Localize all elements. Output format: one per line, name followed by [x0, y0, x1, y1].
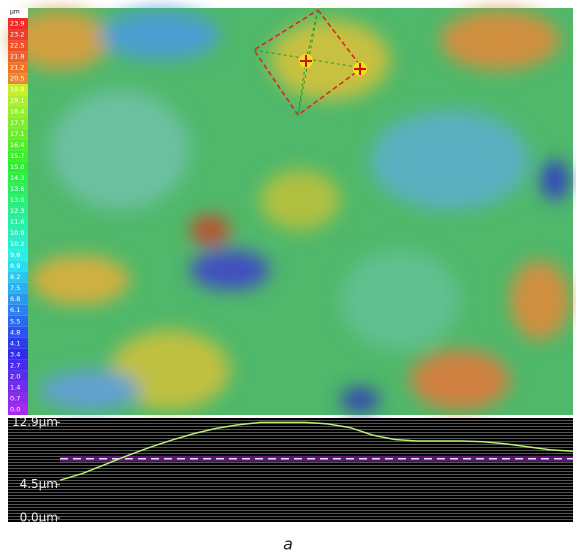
y-tick-label: 4.5µm	[20, 477, 58, 491]
colorbar-label: 20.5	[10, 75, 24, 83]
colorbar-label: 21.8	[10, 53, 24, 61]
colorbar-label: 22.5	[10, 42, 24, 50]
colorbar-label: 4.1	[10, 339, 20, 347]
colorbar-label: 1.4	[10, 383, 20, 391]
colorbar-label: 2.0	[10, 372, 20, 380]
colorbar-label: 19.8	[10, 86, 24, 94]
height-map	[8, 8, 573, 415]
y-tick-label: 0.0µm	[20, 511, 58, 525]
colorbar-label: 5.5	[10, 317, 20, 325]
colorbar-label: 13.0	[10, 196, 24, 204]
y-tick-label: 12.9µm	[12, 415, 58, 429]
colorbar: µm 23.9 23.2 22.5 21.8 21.2 20.5 19.8 19.1 18.4 1…	[8, 8, 28, 415]
colorbar-label: 17.7	[10, 119, 24, 127]
colorbar-label: 0.0	[10, 405, 20, 413]
colorbar-label: 15.7	[10, 152, 24, 160]
colorbar-label: 11.6	[10, 218, 24, 226]
colorbar-label: 9.6	[10, 251, 20, 259]
colorbar-label: 2.7	[10, 361, 20, 369]
colorbar-label: 6.8	[10, 295, 20, 303]
colorbar-label: 18.4	[10, 108, 24, 116]
colorbar-label: 4.8	[10, 328, 20, 336]
colorbar-label: 23.9	[10, 20, 24, 28]
colorbar-label: 3.4	[10, 350, 20, 358]
colorbar-label: 0.7	[10, 394, 20, 402]
colorbar-unit: µm	[10, 9, 20, 16]
colorbar-label: 7.5	[10, 284, 20, 292]
colorbar-label: 6.1	[10, 306, 20, 314]
colorbar-label: 10.2	[10, 240, 24, 248]
caption: a	[283, 535, 293, 554]
colorbar-label: 19.1	[10, 97, 24, 105]
colorbar-label: 8.2	[10, 273, 20, 281]
colorbar-label: 17.1	[10, 130, 24, 138]
colorbar-label: 16.4	[10, 141, 24, 149]
colorbar-label: 14.3	[10, 174, 24, 182]
colorbar-label: 15.0	[10, 163, 24, 171]
colorbar-label: 10.9	[10, 229, 24, 237]
figure: µm 23.9 23.2 22.5 21.8 21.2 20.5 19.8 19.1 18.4 1…	[0, 0, 576, 556]
colorbar-label: 13.6	[10, 185, 24, 193]
colorbar-label: 23.2	[10, 31, 24, 39]
colorbar-label: 8.9	[10, 262, 20, 270]
colorbar-label: 21.2	[10, 64, 24, 72]
colorbar-label: 12.3	[10, 207, 24, 215]
